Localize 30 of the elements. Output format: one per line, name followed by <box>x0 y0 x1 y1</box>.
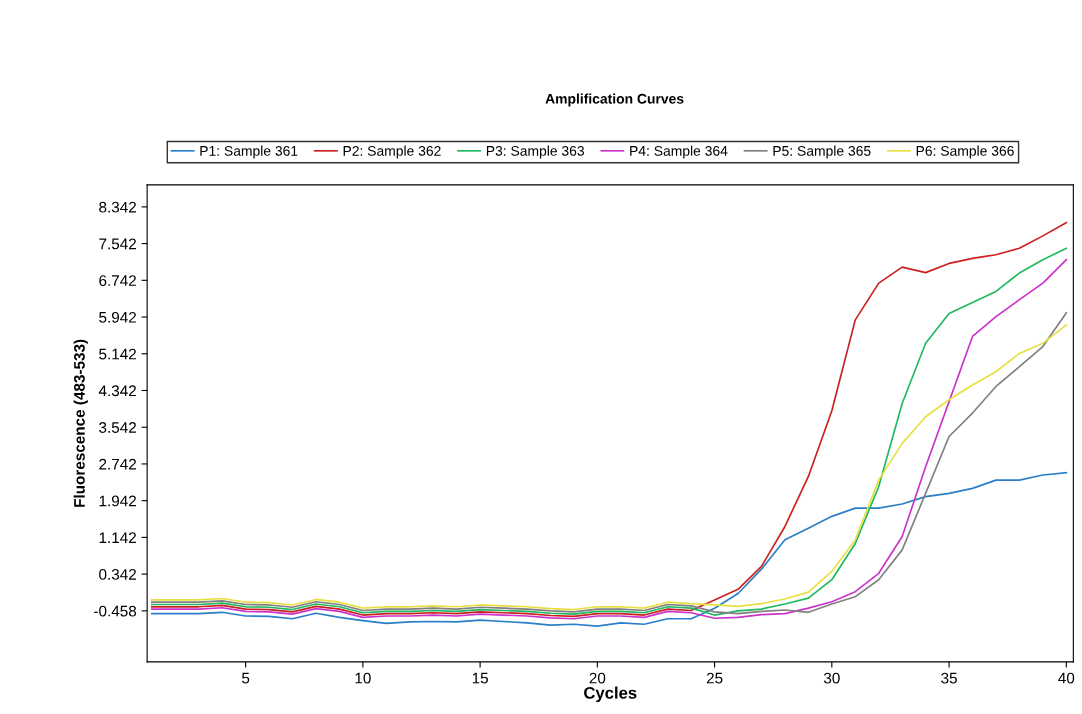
line-series <box>151 471 1068 627</box>
legend-label: P2: Sample 362 <box>343 145 441 159</box>
x-tick-label: 15 <box>472 672 488 684</box>
legend-label: P1: Sample 361 <box>200 145 298 159</box>
y-tick-label: 1.142 <box>99 532 136 543</box>
y-axis-title: Fluorescence (483-533) <box>73 339 88 507</box>
x-tick-label: 10 <box>355 672 371 684</box>
x-tick-label: 20 <box>589 672 606 684</box>
legend-label: P3: Sample 363 <box>486 145 584 159</box>
y-tick-label: 1.942 <box>99 495 136 507</box>
x-tick-label: 35 <box>941 672 957 684</box>
x-tick-label: 5 <box>242 672 250 684</box>
legend-label: P6: Sample 366 <box>916 145 1014 159</box>
y-tick-label: 0.342 <box>99 568 136 580</box>
y-tick-label: 5.942 <box>99 311 136 323</box>
y-tick-label: 6.742 <box>99 275 136 286</box>
y-tick-label: 3.542 <box>99 422 136 433</box>
y-tick-label: 8.342 <box>99 201 136 213</box>
y-tick-label: -0.458 <box>94 605 137 617</box>
legend-label: P5: Sample 365 <box>773 145 871 159</box>
x-tick-label: 25 <box>706 672 723 684</box>
y-tick-label: 7.542 <box>99 238 136 250</box>
legend-label: P4: Sample 364 <box>630 145 728 159</box>
y-tick-label: 2.742 <box>99 458 136 470</box>
chart-title: Amplification Curves <box>545 93 684 107</box>
y-tick-label: 5.142 <box>99 348 136 360</box>
x-tick-label: 30 <box>823 672 840 684</box>
y-tick-label: 4.342 <box>98 385 136 397</box>
x-axis-title: Cycles <box>584 686 637 703</box>
x-tick-label: 40 <box>1058 672 1075 684</box>
